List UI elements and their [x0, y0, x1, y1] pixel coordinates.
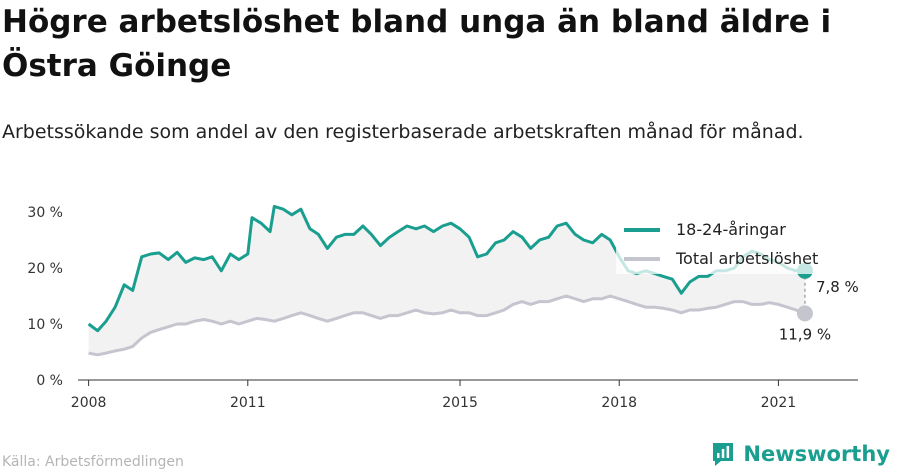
x-tick-label: 2015: [442, 395, 478, 411]
y-tick-label: 10 %: [27, 317, 63, 333]
legend-background: [616, 214, 848, 274]
chart-subtitle: Arbetssökande som andel av den registerb…: [2, 121, 804, 143]
series-line-total: [88, 294, 806, 357]
x-tick-label: 2018: [601, 395, 637, 411]
brand-name: Newsworthy: [743, 442, 890, 466]
legend-entry: Total arbetslöshet: [675, 249, 818, 268]
newsworthy-logo-icon: [713, 443, 734, 466]
y-tick-label: 20 %: [27, 261, 63, 277]
series-line-youth: [87, 204, 805, 333]
end-point-total: [796, 305, 813, 322]
source-note: Källa: Arbetsförmedlingen: [2, 454, 184, 470]
legend-entry: 18-24-åringar: [676, 220, 786, 239]
x-tick-label: 2008: [71, 395, 107, 411]
line-chart: 0 % 10 % 20 % 30 % 2008 2011 2015 2018 2021 7,8 …: [27, 204, 859, 411]
y-tick-label: 0 %: [36, 373, 63, 389]
y-tick-label: 30 %: [27, 205, 63, 221]
end-label-total: 11,9 %: [779, 325, 831, 343]
brand-logo[interactable]: Newsworthy: [711, 441, 890, 467]
x-tick-label: 2021: [761, 395, 797, 411]
end-label-youth: 7,8 %: [816, 278, 859, 296]
area-between-series: [88, 206, 805, 355]
chart-title: Högre arbetslöshet bland unga än bland ä…: [2, 4, 832, 84]
x-tick-label: 2011: [230, 395, 266, 411]
